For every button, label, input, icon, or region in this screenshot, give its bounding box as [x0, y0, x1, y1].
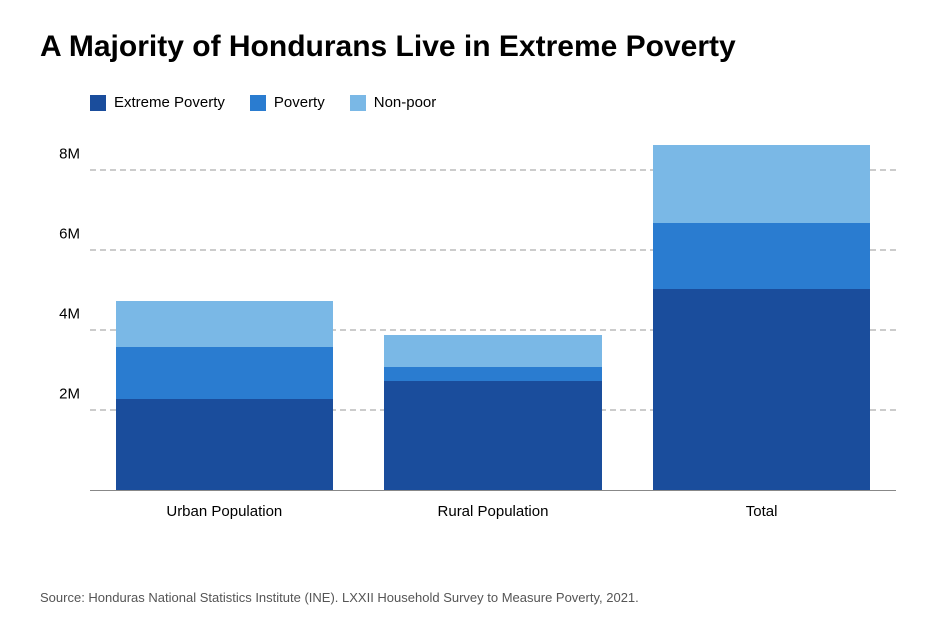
bar-segment-extreme	[116, 399, 334, 491]
bar-segment-nonpoor	[116, 301, 334, 347]
legend-label: Extreme Poverty	[114, 94, 225, 111]
source-text: Source: Honduras National Statistics Ins…	[40, 590, 639, 605]
bar-segment-extreme	[653, 289, 871, 491]
legend-item: Non-poor	[350, 94, 437, 111]
x-label: Rural Population	[384, 503, 602, 520]
chart-title: A Majority of Hondurans Live in Extreme …	[40, 30, 906, 64]
ytick-label: 8M	[59, 146, 80, 163]
ytick-label: 6M	[59, 226, 80, 243]
x-label: Urban Population	[116, 503, 334, 520]
legend-item: Poverty	[250, 94, 325, 111]
legend-label: Poverty	[274, 94, 325, 111]
bar-segment-extreme	[384, 381, 602, 491]
bar-total	[653, 131, 871, 491]
legend-label: Non-poor	[374, 94, 437, 111]
ytick-label: 2M	[59, 386, 80, 403]
bar-urban	[116, 131, 334, 491]
x-label: Total	[653, 503, 871, 520]
ytick-label: 4M	[59, 306, 80, 323]
x-axis-labels: Urban Population Rural Population Total	[90, 503, 896, 520]
bar-segment-poverty	[384, 367, 602, 381]
bar-segment-poverty	[653, 223, 871, 289]
bar-rural	[384, 131, 602, 491]
bar-segment-nonpoor	[384, 335, 602, 367]
legend-swatch	[250, 95, 266, 111]
bars-container	[90, 131, 896, 491]
legend: Extreme Poverty Poverty Non-poor	[90, 94, 906, 111]
x-axis-line	[90, 490, 896, 491]
bar-segment-nonpoor	[653, 145, 871, 223]
legend-item: Extreme Poverty	[90, 94, 225, 111]
legend-swatch	[350, 95, 366, 111]
bar-segment-poverty	[116, 347, 334, 399]
plot: 2M 4M 6M 8M	[90, 131, 896, 491]
chart-plot-area: 2M 4M 6M 8M	[90, 131, 896, 491]
legend-swatch	[90, 95, 106, 111]
